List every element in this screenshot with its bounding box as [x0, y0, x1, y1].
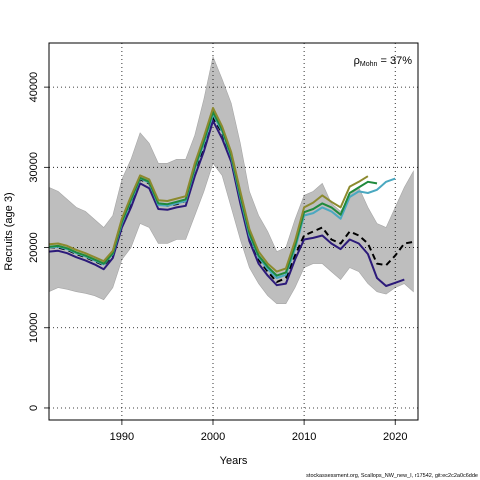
mohn-rho-value: = 37%	[377, 55, 412, 67]
x-tick-label-2020: 2020	[383, 431, 407, 443]
confidence-band-layer	[48, 55, 414, 304]
x-axis-title: Years	[220, 455, 248, 467]
y-tick-label-10000: 10000	[28, 312, 40, 343]
x-tick-label-2010: 2010	[292, 431, 316, 443]
y-tick-label-20000: 20000	[28, 232, 40, 263]
mohn-rho-annotation: ρMohn = 37%	[354, 55, 413, 68]
y-axis-title: Recruits (age 3)	[3, 192, 15, 270]
x-tick-label-2000: 2000	[201, 431, 225, 443]
series-line-5	[48, 107, 369, 273]
plot-frame	[48, 42, 419, 421]
series-layer	[48, 107, 414, 287]
y-tick-label-40000: 40000	[28, 72, 40, 103]
series-line-2	[48, 119, 405, 287]
x-tick-label-1990: 1990	[110, 431, 134, 443]
mohn-rho-symbol: ρ	[354, 55, 360, 67]
y-tick-label-0: 0	[28, 405, 40, 411]
axis-layer: 1990 2000 2010 2020 0 10000 20000 30000 40000	[28, 72, 407, 443]
mohn-rho-subscript: Mohn	[360, 61, 378, 68]
confidence-band	[48, 55, 414, 304]
source-footer: stockassessment.org, Scallops_NW_new_I, …	[306, 473, 478, 479]
series-line-4	[48, 111, 378, 277]
y-tick-label-30000: 30000	[28, 152, 40, 183]
